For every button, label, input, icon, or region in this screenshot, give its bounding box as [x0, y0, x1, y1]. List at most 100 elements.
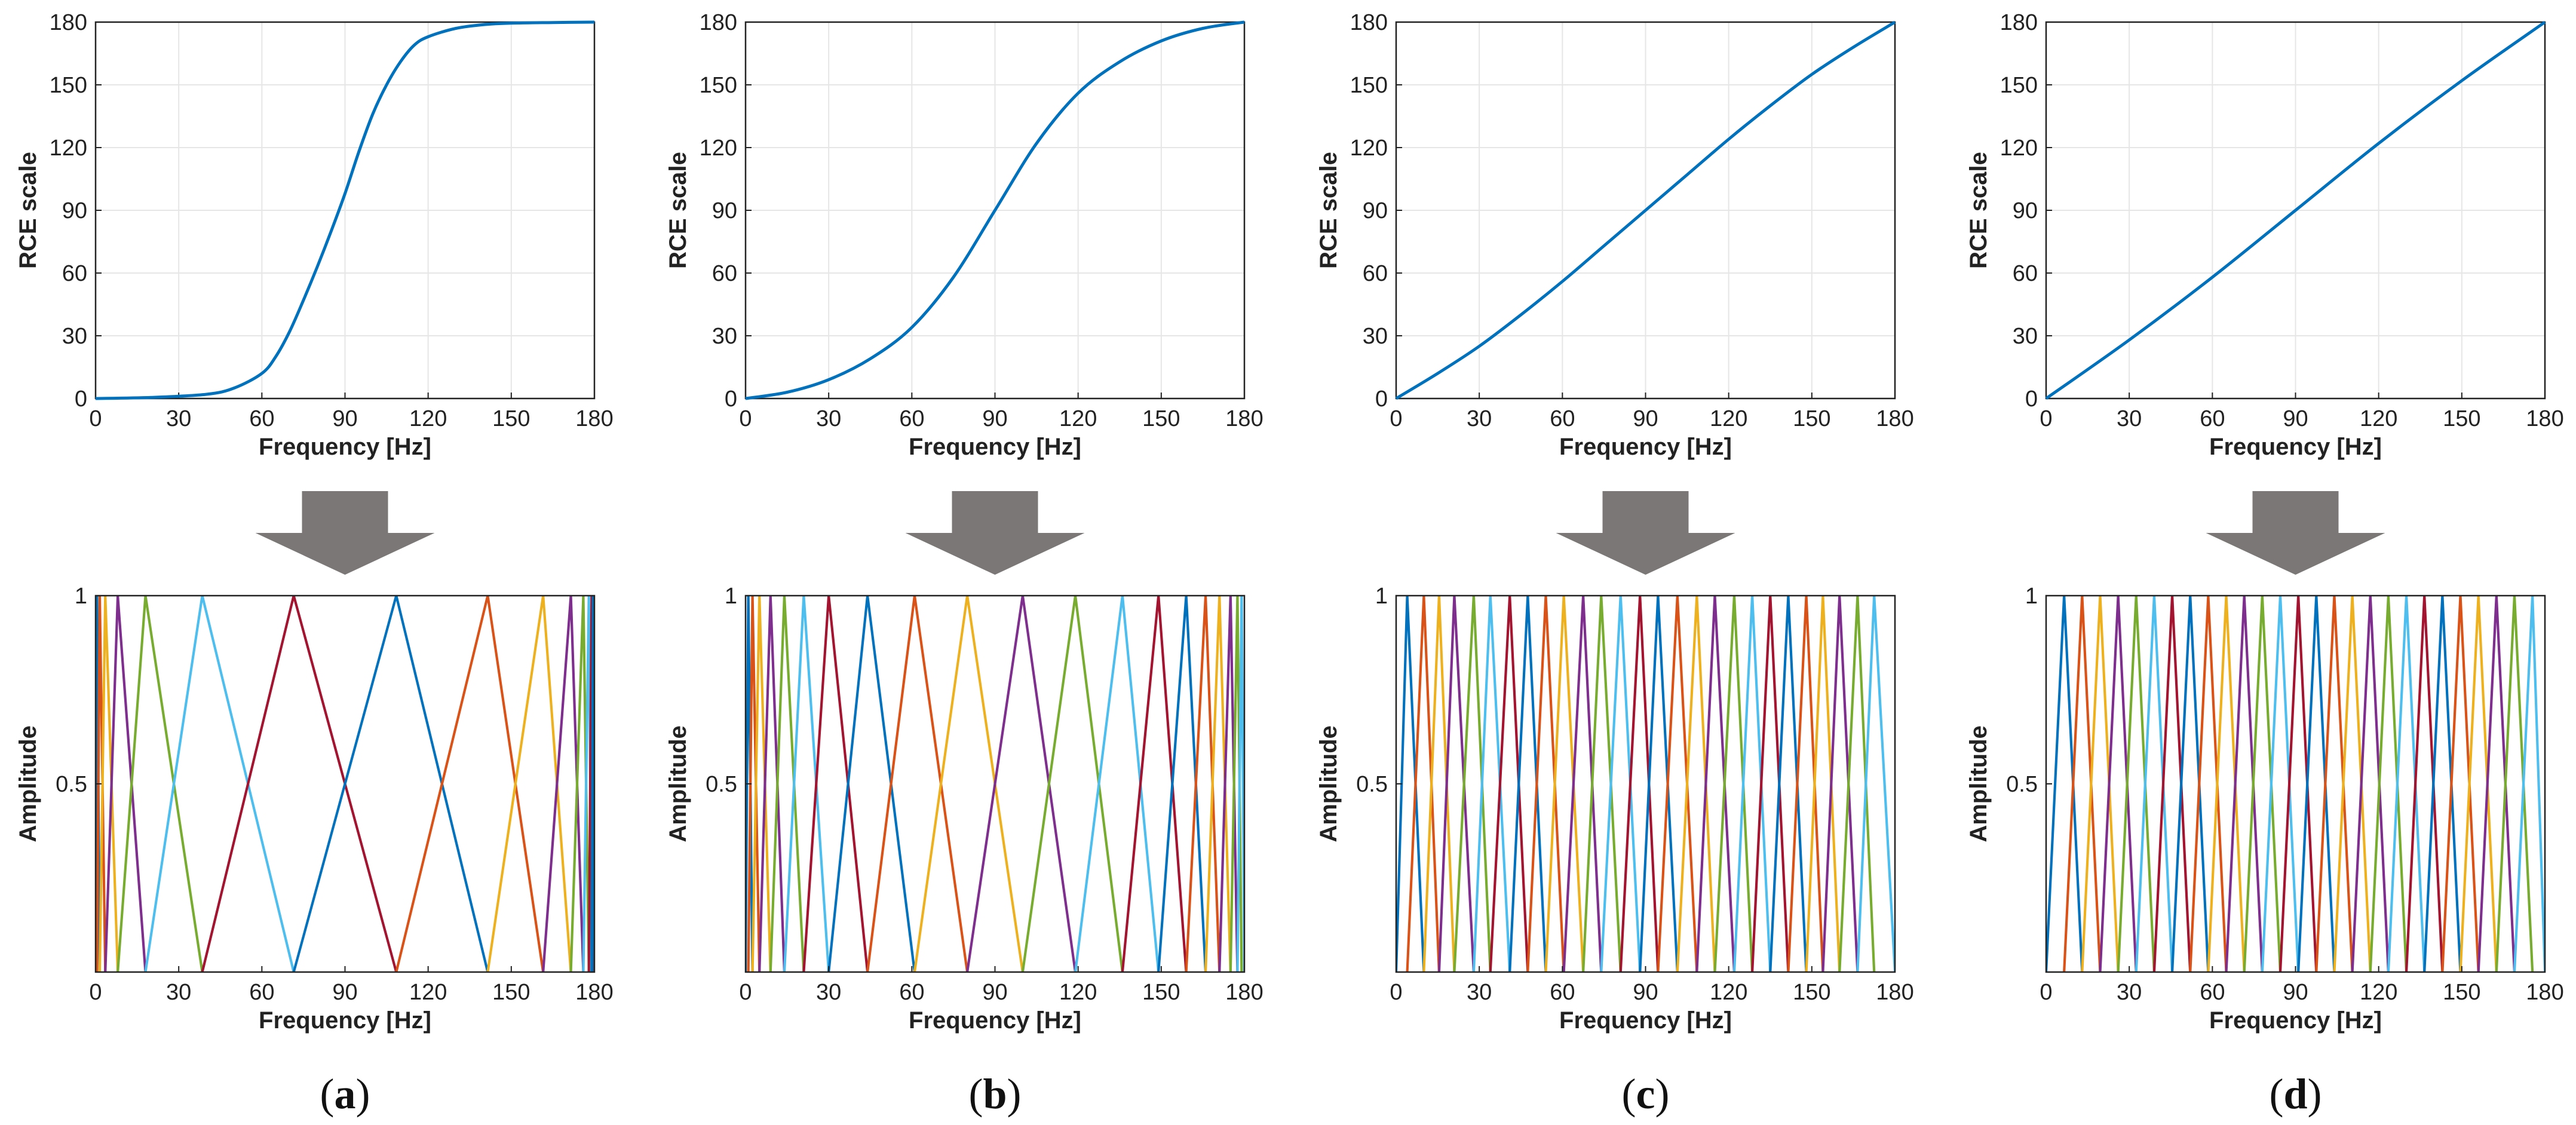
x-tick-label: 180: [575, 406, 613, 431]
filter-triangle: [2297, 596, 2336, 972]
panel-label-open: (: [1622, 1070, 1636, 1118]
filter-triangle: [542, 596, 585, 972]
y-tick-label: 150: [700, 73, 737, 98]
y-tick-label: 0: [1375, 387, 1388, 412]
x-axis-label: Frequency [Hz]: [1559, 1007, 1732, 1034]
filter-triangle: [98, 596, 119, 972]
x-tick-label: 180: [1876, 406, 1913, 431]
y-tick-label: 150: [50, 73, 87, 98]
filter-triangle: [783, 596, 830, 972]
x-tick-label: 120: [1059, 406, 1097, 431]
y-tick-label: 0.5: [706, 772, 737, 797]
x-tick-label: 150: [1142, 406, 1180, 431]
filter-triangle: [866, 596, 969, 972]
x-axis-label: Frequency [Hz]: [2209, 1007, 2382, 1034]
filter-triangle: [2261, 596, 2300, 972]
filter-triangle: [1406, 596, 1440, 972]
x-tick-label: 0: [1390, 406, 1402, 431]
rce-curve-line: [2045, 20, 2546, 400]
panel-label-open: (: [2269, 1070, 2283, 1118]
x-tick-label: 60: [2200, 406, 2225, 431]
y-tick-label: 30: [62, 324, 87, 349]
filter-triangle: [2081, 596, 2120, 972]
panel-label: (b): [968, 1070, 1021, 1118]
filter-triangle: [2441, 596, 2480, 972]
x-tick-label: 30: [166, 406, 191, 431]
panel-label-close: ): [1655, 1070, 1669, 1118]
x-tick-label: 30: [1467, 980, 1492, 1005]
x-tick-label: 150: [1793, 406, 1830, 431]
y-tick-label: 60: [62, 261, 87, 286]
filter-triangle: [2099, 596, 2138, 972]
x-tick-label: 30: [166, 980, 191, 1005]
y-tick-label: 180: [2000, 10, 2038, 35]
y-tick-label: 1: [1375, 584, 1388, 609]
rce-curve-line: [745, 20, 1245, 400]
filter-triangle: [1787, 596, 1824, 972]
x-tick-label: 30: [1467, 406, 1492, 431]
filter-triangle: [2315, 596, 2354, 972]
panel-label-letter: d: [2283, 1070, 2307, 1118]
filter-triangle: [1562, 596, 1603, 972]
x-tick-label: 90: [2283, 980, 2308, 1005]
y-tick-label: 30: [712, 324, 737, 349]
filter-triangle: [2117, 596, 2156, 972]
x-axis-label: Frequency [Hz]: [909, 434, 1081, 460]
filter-triangle: [486, 596, 572, 972]
filter-triangle: [2513, 596, 2545, 972]
panel-label-close: ): [1007, 1070, 1022, 1118]
x-tick-label: 30: [2117, 406, 2142, 431]
x-tick-label: 180: [2526, 406, 2563, 431]
filter-triangle: [1751, 596, 1790, 972]
filter-triangle: [1582, 596, 1622, 972]
y-axis-label: Amplitude: [1315, 725, 1342, 842]
filterbank-chart-c: 0 30 60 90 120 150 180 0.5 1 Frequency [Hz] Amplit…: [1315, 584, 1914, 1034]
filterbank-chart-d: 0 30 60 90 120 150 180 0.5 1 Frequency [Hz] Amplit…: [1965, 584, 2564, 1034]
x-tick-label: 120: [1710, 980, 1747, 1005]
filter-triangle: [1544, 596, 1585, 972]
y-tick-label: 0.5: [2006, 772, 2038, 797]
x-tick-label: 150: [1793, 980, 1830, 1005]
filter-triangle: [966, 596, 1077, 972]
x-tick-label: 0: [739, 406, 752, 431]
filter-triangle: [2063, 596, 2102, 972]
x-tick-label: 120: [2360, 406, 2397, 431]
x-tick-label: 150: [2443, 406, 2480, 431]
filter-triangle: [144, 596, 295, 972]
y-tick-label: 120: [1350, 136, 1388, 161]
y-tick-label: 120: [50, 136, 87, 161]
filter-triangle: [2243, 596, 2282, 972]
filter-triangle: [2351, 596, 2390, 972]
panel-label-close: ): [2308, 1070, 2322, 1118]
y-tick-label: 180: [700, 10, 737, 35]
y-tick-label: 150: [1350, 73, 1388, 98]
y-tick-label: 90: [1363, 198, 1388, 223]
panel-label-letter: b: [983, 1070, 1007, 1118]
filter-triangle: [2207, 596, 2246, 972]
filter-triangle: [1121, 596, 1188, 972]
x-tick-label: 0: [739, 980, 752, 1005]
filter-triangle: [2135, 596, 2174, 972]
filter-triangle: [104, 596, 147, 972]
filter-triangle: [292, 596, 489, 972]
x-tick-label: 120: [409, 406, 447, 431]
x-tick-label: 120: [409, 980, 447, 1005]
x-tick-label: 60: [1550, 406, 1575, 431]
panel-label-letter: c: [1636, 1070, 1655, 1118]
y-tick-label: 0: [2025, 387, 2038, 412]
filter-triangle: [2046, 596, 2084, 972]
x-tick-label: 180: [1876, 980, 1913, 1005]
filter-triangle: [1489, 596, 1529, 972]
x-tick-label: 90: [332, 406, 357, 431]
rce-curve-line: [1395, 20, 1896, 400]
filter-triangle: [1453, 596, 1492, 972]
rce-curve-line: [95, 20, 595, 400]
filter-triangle: [2333, 596, 2372, 972]
panel-label: (d): [2269, 1070, 2322, 1118]
filter-triangles: [1396, 596, 1895, 972]
x-tick-label: 90: [982, 980, 1007, 1005]
x-tick-label: 120: [1710, 406, 1747, 431]
x-tick-label: 60: [899, 406, 924, 431]
